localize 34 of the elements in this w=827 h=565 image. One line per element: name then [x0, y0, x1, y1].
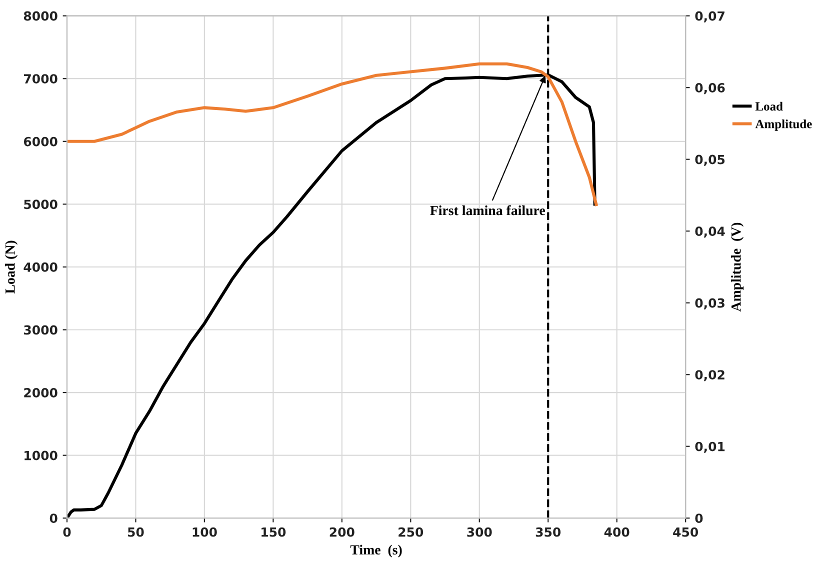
y-tick-label: 0 — [50, 514, 58, 524]
y2-tick-label: 0,05 — [695, 154, 725, 166]
y2-axis-title: Amplitude (V) — [731, 222, 744, 312]
legend-label: Load — [755, 102, 783, 111]
x-axis-title: Time (s) — [350, 544, 402, 558]
x-tick-label: 250 — [398, 527, 424, 537]
x-tick-label: 400 — [604, 527, 630, 537]
y2-tick-label: 0 — [695, 514, 703, 524]
x-tick-label: 0 — [63, 527, 71, 537]
x-tick-label: 200 — [330, 527, 354, 537]
y-tick-label: 6000 — [24, 136, 58, 146]
y2-tick-label: 0,01 — [695, 442, 725, 453]
x-tick-label: 50 — [128, 527, 144, 537]
x-tick-label: 150 — [262, 527, 286, 537]
y-tick-label: 1000 — [24, 450, 58, 460]
y-axis-title: Load (N) — [5, 240, 18, 294]
x-tick-label: 350 — [536, 527, 561, 537]
x-tick-label: 100 — [192, 527, 217, 537]
legend-label: Amplitude — [755, 119, 812, 131]
x-tick-label: 450 — [673, 527, 698, 537]
y-tick-label: 4000 — [24, 262, 58, 272]
y2-tick-label: 0,04 — [695, 226, 725, 238]
y-tick-label: 5000 — [24, 200, 58, 210]
y-tick-label: 3000 — [24, 325, 58, 335]
y2-tick-label: 0,07 — [695, 11, 724, 22]
y2-tick-label: 0,06 — [695, 83, 725, 94]
y2-tick-label: 0,03 — [695, 298, 724, 310]
y-tick-label: 8000 — [24, 11, 58, 21]
line-series — [66, 62, 598, 206]
x-tick-label: 300 — [467, 527, 492, 537]
y2-tick-label: 0,02 — [695, 370, 724, 382]
y-tick-label: 7000 — [24, 74, 58, 84]
y-tick-label: 2000 — [24, 388, 58, 398]
annotation: First lamina failure — [430, 205, 546, 216]
